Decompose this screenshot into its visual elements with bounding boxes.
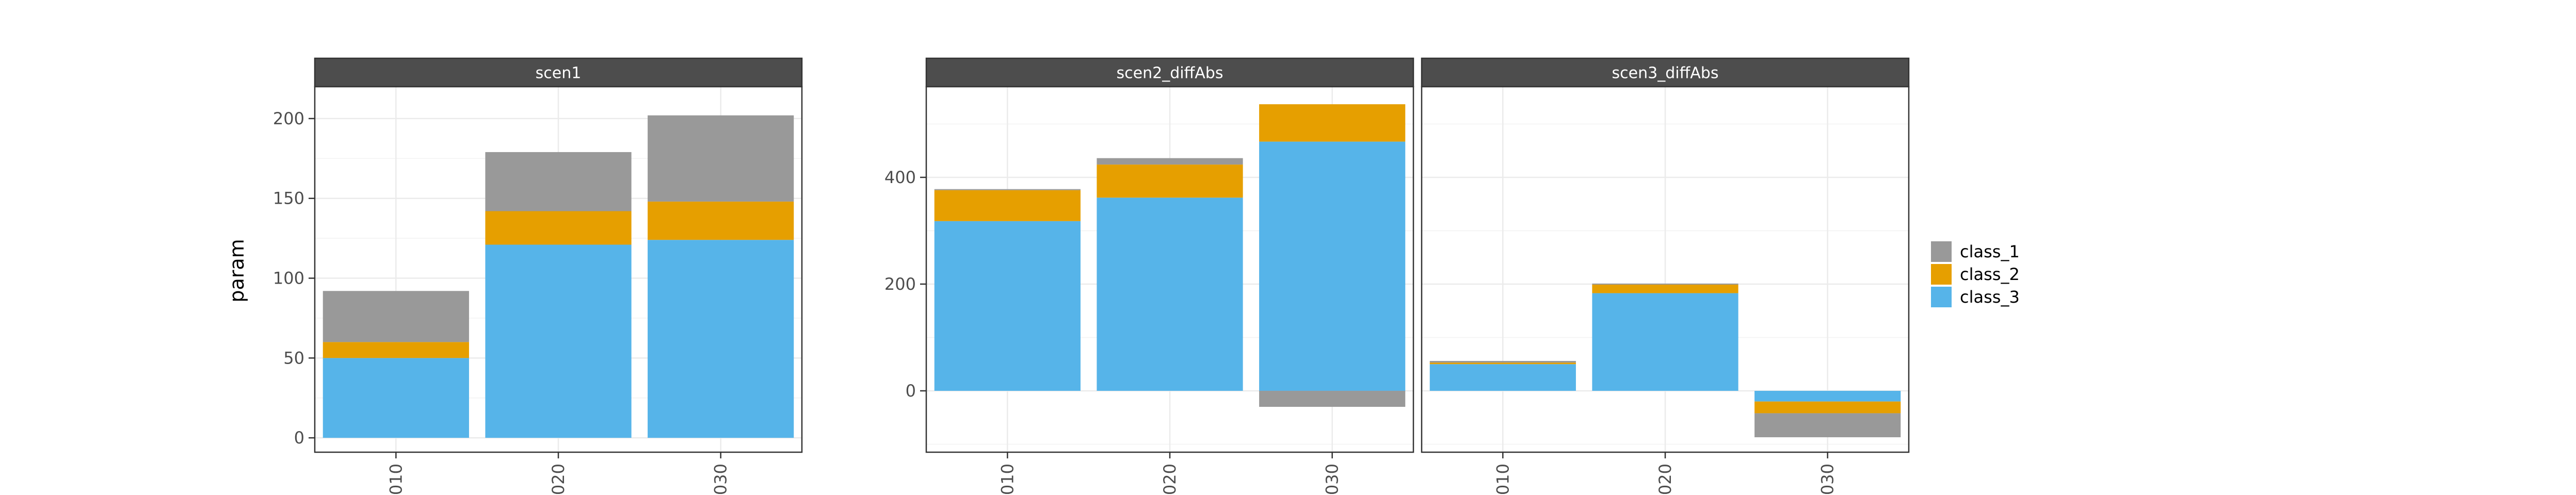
bar-class_2-2020 [485,211,632,245]
y-tick-label: 200 [273,109,304,128]
bar-class_1-2030 [648,115,794,202]
strip-background [1421,57,1910,88]
legend-key [1931,264,1952,285]
legend-label: class_1 [1960,242,2020,261]
bar-class_2-2020 [1592,284,1738,293]
legend-item-class_3: class_3 [1930,286,2020,308]
bar-class_3-2030 [1754,390,1901,402]
y-tick-label: 200 [884,274,916,294]
panel-scen2_diffAbs: scen2_diffAbs 0 200 400 2010 2020 2030 [884,57,1414,495]
bar-class_2-2020 [1097,164,1243,198]
strip-background [314,57,803,88]
strip-label: scen1 [536,64,582,82]
x-tick-label: 2030 [711,464,731,495]
bar-class_3-2030 [1259,141,1406,391]
x-tick-label: 2020 [1655,464,1675,495]
legend-key [1931,241,1952,262]
bar-class_2-2030 [1754,401,1901,414]
bar-class_1-2030 [1259,390,1406,407]
bar-class_2-2010 [934,190,1081,221]
legend-item-class_1: class_1 [1930,240,2020,263]
bar-class_3-2010 [934,221,1081,391]
x-tick-label: 2030 [1323,464,1342,495]
x-tick-label: 2030 [1818,464,1838,495]
x-tick-label: 2010 [997,464,1017,495]
bar-class_3-2030 [648,240,794,438]
bar-class_2-2010 [323,342,469,358]
y-tick-label: 100 [273,269,304,288]
bar-class_3-2010 [1429,364,1576,391]
bar-class_1-2010 [323,291,469,342]
legend-label: class_2 [1960,265,2020,284]
x-tick-label: 2020 [549,464,568,495]
panel-scen1: scen1 0 50 100 150 200 2010 2020 2030 [273,57,803,495]
legend-key [1931,287,1952,307]
legend-item-class_2: class_2 [1930,263,2020,286]
bar-class_1-2020 [1097,158,1243,165]
strip-label: scen2_diffAbs [1117,64,1223,82]
strip-background [925,57,1414,88]
y-tick-label: 0 [294,428,304,448]
bar-class_1-2010 [934,189,1081,190]
legend: class_1 class_2 class_3 [1930,240,2020,308]
y-tick-label: 400 [884,168,916,187]
y-axis-title: param [226,239,248,302]
bar-class_3-2010 [323,358,469,438]
legend-label: class_3 [1960,287,2020,307]
bar-class_1-2010 [1429,361,1576,363]
bar-class_3-2020 [485,244,632,438]
x-tick-label: 2010 [386,464,406,495]
x-tick-label: 2020 [1160,464,1180,495]
bar-class_2-2030 [1259,104,1406,142]
y-tick-label: 0 [906,381,916,401]
bar-class_3-2020 [1097,197,1243,391]
bar-class_2-2030 [648,201,794,240]
bar-class_1-2030 [1754,413,1901,438]
bar-class_1-2020 [1592,283,1738,285]
bar-class_3-2020 [1592,293,1738,391]
x-tick-label: 2010 [1493,464,1512,495]
bar-class_2-2010 [1429,362,1576,365]
y-tick-label: 150 [273,189,304,208]
strip-label: scen3_diffAbs [1612,64,1719,82]
bar-class_1-2020 [485,152,632,211]
y-tick-label: 50 [283,348,304,368]
panel-scen3_diffAbs: scen3_diffAbs 2010 2020 2030 [1421,57,1910,495]
